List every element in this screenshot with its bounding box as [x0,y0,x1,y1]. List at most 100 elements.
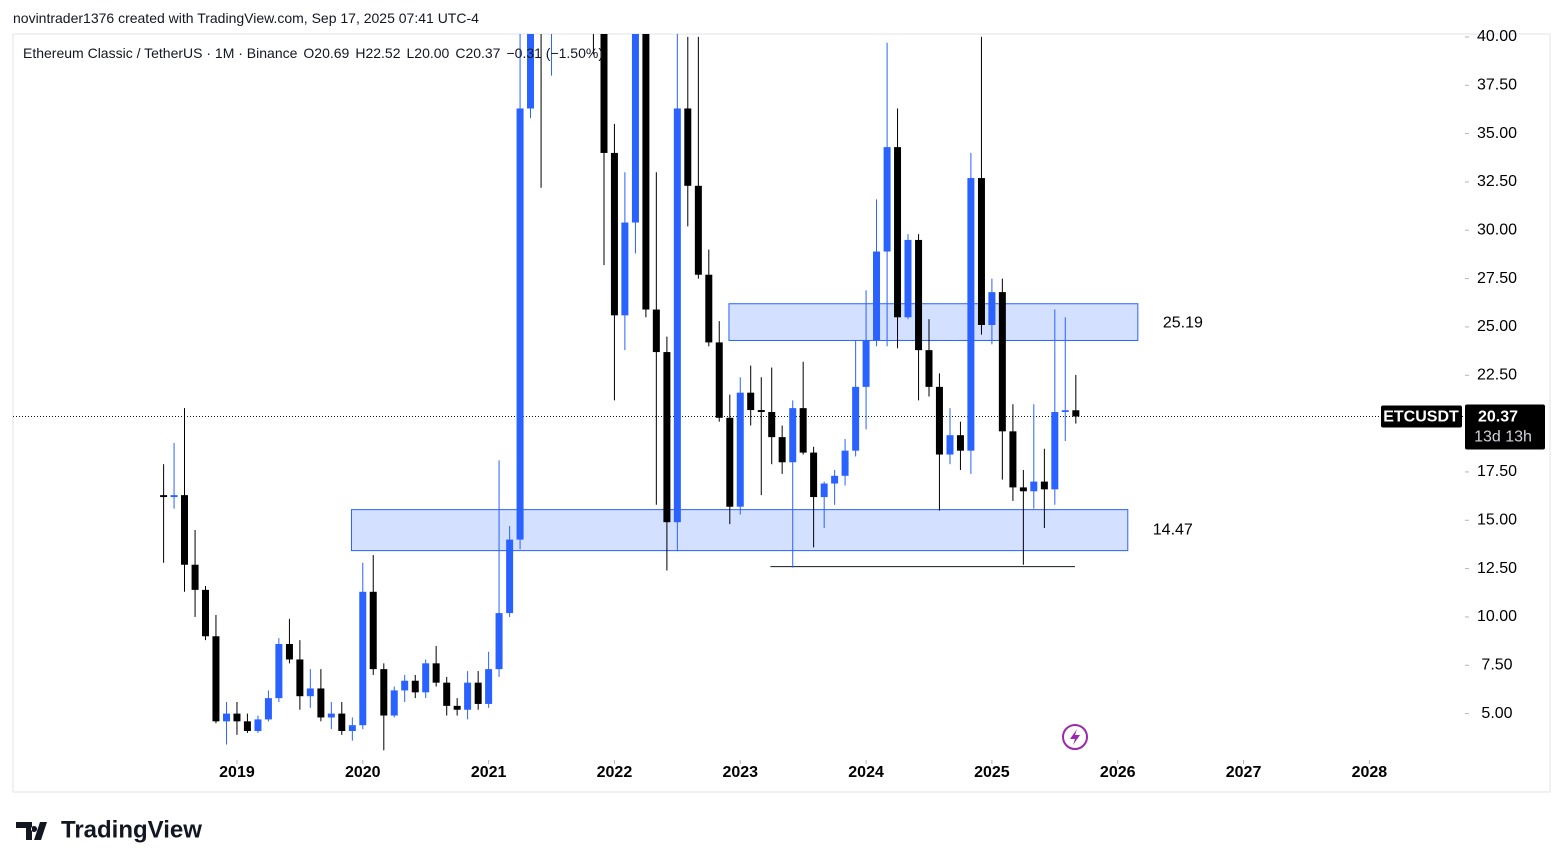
candle-body [485,669,493,704]
y-tick-label: 17.50 [1477,463,1517,480]
candle-body [736,392,744,507]
price-tag-countdown: 13d 13h [1474,429,1532,446]
candle-body [956,435,964,451]
candle-body [516,108,524,540]
candle-body [474,682,482,704]
candle-body [327,713,335,718]
candle-body [243,721,251,731]
candle-body [946,435,954,455]
y-tick-label: 30.00 [1477,221,1517,238]
plot-area [13,34,1465,751]
candle-body [726,417,734,507]
candle-body [432,663,440,683]
candle-body [631,34,639,223]
candle-body [1030,481,1038,492]
x-tick-label: 2028 [1352,764,1388,781]
legend: Ethereum Classic / TetherUS · 1M · Binan… [23,45,609,61]
candle-body [862,340,870,387]
y-tick-label: 10.00 [1477,608,1517,625]
candle-body [401,680,409,691]
candle-body [464,682,472,710]
zone [728,303,1139,341]
candle-body [296,659,304,697]
symbol: Ethereum Classic / TetherUS · 1M · Binan… [23,45,298,61]
candle-body [453,705,461,710]
price-tag-value: 20.37 [1478,409,1518,426]
x-tick-label: 2020 [345,764,381,781]
candle-body [747,392,755,411]
candle-body [180,495,188,565]
candle-body [977,178,985,325]
candle-body [338,713,346,731]
x-tick-label: 2022 [597,764,633,781]
x-tick-label: 2024 [848,764,884,781]
candle-body [170,495,178,498]
y-tick-label: 37.50 [1477,76,1517,93]
candle-body [254,719,262,731]
legend-value: O20.69 [303,45,350,61]
x-tick-label: 2027 [1226,764,1262,781]
header: novintrader1376 created with TradingView… [13,10,479,26]
candle-body [369,591,377,670]
candle-body [160,495,168,498]
y-tick-label: 27.50 [1477,270,1517,287]
footer-text: TradingView [61,816,202,843]
legend-value: L20.00 [406,45,450,61]
candle-body [411,680,419,693]
legend-value: C20.37 [455,45,501,61]
candle-body [621,222,629,316]
candle-body [820,483,828,498]
candle-body [652,309,660,353]
candle-body [778,437,786,463]
candle-body [306,688,314,697]
candle-body [527,34,535,109]
candle-body [1051,412,1059,490]
candle-body [789,408,797,463]
candle-body [663,352,671,523]
y-tick-label: 25.00 [1477,318,1517,335]
y-tick-label: 7.50 [1481,656,1512,673]
price-tag [1465,404,1545,450]
candle-body [422,663,430,693]
candle-body [264,698,272,720]
event-icon[interactable] [1062,724,1088,750]
logo: TradingView [16,816,202,843]
candle-body [883,147,891,252]
candle-body [348,725,356,731]
candle-body [831,475,839,484]
candle-body [873,251,881,341]
candle-body [935,386,943,455]
candle-body [768,412,776,438]
candle-body [191,564,199,590]
candle-body [894,147,902,318]
candle-body [317,688,325,718]
candle-body [694,185,702,275]
candle-body [799,408,807,453]
legend-value: H22.52 [355,45,401,61]
candle-body [285,644,293,660]
candle-body [673,108,681,523]
y-tick-label: 32.50 [1477,173,1517,190]
candle-body [1019,487,1027,492]
candle-body [904,239,912,318]
candle-body [275,644,283,699]
candle-body [715,342,723,418]
x-tick-label: 2026 [1100,764,1136,781]
x-tick-label: 2021 [471,764,507,781]
chart-frame [12,33,1551,793]
zone [350,509,1129,552]
candle-body [380,669,388,716]
candle-body [841,450,849,476]
y-tick-label: 40.00 [1477,28,1517,45]
legend-value: −0.31 (−1.50%) [506,45,603,61]
symbol-tag-text: ETCUSDT [1383,409,1459,426]
candle-body [852,386,860,451]
candle-body [1009,431,1017,488]
event-bolt [1070,729,1080,745]
y-tick-label: 15.00 [1477,511,1517,528]
candle-body [212,636,220,722]
candle-body [359,591,367,726]
candle-body [495,613,503,670]
candle-body [443,682,451,706]
